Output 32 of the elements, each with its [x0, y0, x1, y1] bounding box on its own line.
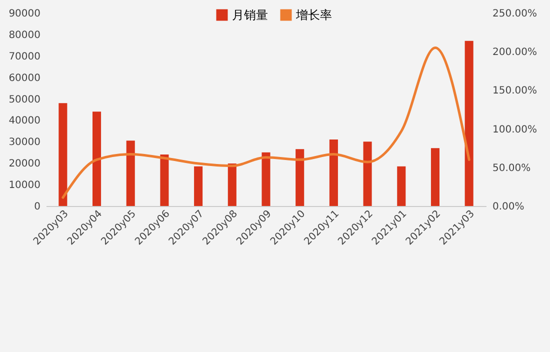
legend-label: 增长率: [295, 8, 332, 22]
bar: [92, 112, 102, 206]
y-tick-label: 50000: [8, 94, 40, 106]
y-tick-label: 60000: [8, 72, 40, 84]
bar: [194, 166, 203, 206]
bar: [397, 166, 406, 206]
y-tick-label: 10000: [8, 180, 40, 192]
bar: [160, 154, 169, 206]
bar: [262, 152, 270, 206]
y-tick-label: 70000: [8, 51, 40, 62]
y2-tick-label: 100.00%: [492, 124, 537, 136]
y-tick-label: 90000: [8, 8, 40, 20]
y2-tick-label: 250.00%: [492, 8, 537, 20]
bar: [430, 148, 440, 206]
y-tick-label: 0: [34, 202, 40, 212]
bar: [464, 40, 474, 206]
y2-tick-label: 200.00%: [492, 47, 537, 58]
legend-label: 月销量: [232, 8, 268, 22]
y-tick-label: 30000: [8, 137, 40, 148]
y2-tick-label: 50.00%: [492, 162, 531, 174]
bar: [296, 149, 304, 206]
bar: [228, 164, 236, 206]
bar: [363, 142, 372, 206]
line-series: [62, 46, 470, 199]
bar: [329, 140, 338, 206]
y-tick-label: 40000: [8, 116, 40, 127]
bar: [126, 140, 135, 206]
y2-tick-label: 150.00%: [492, 86, 537, 97]
bar: [58, 103, 68, 206]
y-tick-label: 80000: [8, 30, 40, 41]
y-tick-label: 20000: [8, 158, 40, 170]
y2-tick-label: 0.00%: [492, 202, 524, 212]
